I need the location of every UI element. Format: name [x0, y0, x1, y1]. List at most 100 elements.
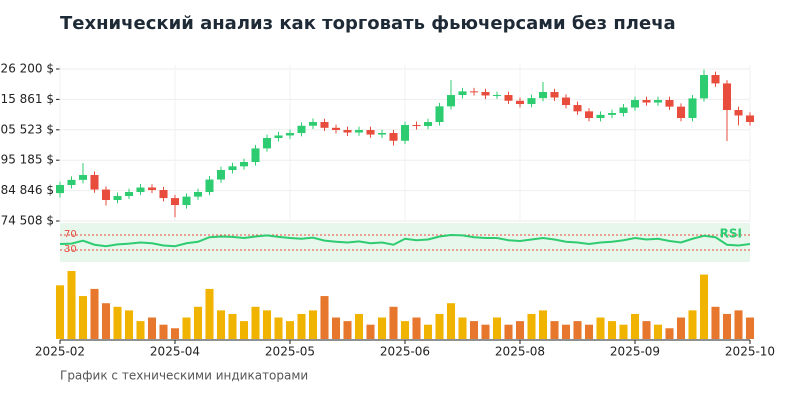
x-tick-label: 2025-10 [725, 345, 775, 359]
chart-title: Технический анализ как торговать фьючерс… [60, 13, 676, 34]
candle-body [67, 179, 76, 186]
candle-body [538, 92, 548, 99]
volume-bar [297, 313, 306, 339]
volume-bar [619, 324, 628, 339]
volume-bar [90, 288, 99, 339]
y-tick-label: 95 185 $ [1, 153, 54, 167]
candle-body [734, 110, 743, 116]
volume-bar [665, 328, 674, 339]
volume-bar [688, 310, 697, 339]
candle-body [251, 148, 260, 163]
volume-bar [228, 313, 237, 339]
x-tick-label: 2025-08 [495, 345, 545, 359]
candle-body [193, 192, 203, 197]
volume-bar [366, 324, 375, 339]
volume-bar [642, 321, 651, 339]
volume-bar [262, 310, 272, 339]
volume-bar [550, 321, 559, 339]
candle-body [285, 133, 295, 136]
candle-body [446, 95, 456, 107]
x-tick-label: 2025-05 [265, 345, 315, 359]
volume-bar [722, 313, 732, 339]
volume-bar [527, 313, 536, 339]
candle-body [124, 192, 134, 197]
candle-body [55, 185, 65, 194]
candle-body [699, 75, 709, 99]
x-tick-label: 2025-02 [35, 345, 85, 359]
volume-bar [67, 271, 76, 339]
candle-body [412, 125, 421, 127]
volume-bar [653, 324, 663, 339]
volume-bar [435, 313, 444, 339]
volume-bar [55, 285, 65, 339]
candle-body [274, 135, 283, 139]
volume-bar [331, 317, 341, 339]
candle-body [596, 114, 605, 119]
volume-bar [136, 321, 145, 339]
candle-body [320, 122, 329, 128]
volume-bar [699, 274, 709, 339]
volume-bar [734, 310, 743, 339]
rsi-level-label: 30 [64, 244, 77, 255]
volume-bar [354, 313, 364, 339]
volume-bar [561, 324, 571, 339]
candle-body [561, 97, 571, 106]
candle-body [331, 127, 341, 131]
volume-bar [320, 296, 329, 339]
candle-body [354, 130, 364, 133]
candle-body [676, 106, 686, 119]
candle-body [435, 106, 444, 123]
volume-bar [596, 317, 605, 339]
candle-body [377, 133, 387, 135]
volume-bar [308, 310, 318, 339]
candle-body [527, 98, 536, 105]
volume-bar [711, 306, 720, 339]
candle-body [515, 100, 525, 105]
volume-bar [101, 303, 111, 339]
candle-body [550, 92, 559, 98]
volume-bar [423, 324, 433, 339]
candle-body [481, 92, 490, 96]
volume-bar [113, 306, 122, 339]
candle-body [492, 95, 502, 97]
candle-body [136, 187, 145, 193]
volume-bar [182, 317, 191, 339]
candle-body [308, 122, 318, 126]
candle-body [297, 125, 306, 134]
candle-body [366, 130, 375, 135]
volume-bar [216, 310, 226, 339]
candle-body [619, 107, 628, 114]
volume-bar [124, 310, 134, 339]
volume-bar [78, 296, 88, 339]
candle-body [262, 138, 272, 149]
candle-body [147, 187, 157, 191]
volume-bar [630, 313, 640, 339]
candle-body [159, 190, 168, 199]
x-tick-label: 2025-06 [380, 345, 430, 359]
candle-body [469, 91, 479, 93]
volume-bar [458, 317, 467, 339]
candle-body [101, 189, 111, 200]
volume-bar [573, 321, 582, 339]
chart-caption: График с техническими индикаторами [60, 369, 308, 383]
candle-body [90, 175, 99, 190]
x-tick-label: 2025-09 [610, 345, 660, 359]
candle-body [78, 175, 88, 180]
candle-body [630, 100, 640, 108]
volume-bar [170, 328, 180, 339]
candle-body [653, 100, 663, 103]
candle-body [642, 100, 651, 103]
volume-bar [515, 321, 525, 339]
volume-bar [285, 321, 295, 339]
volume-bar [584, 324, 594, 339]
volume-bar [389, 306, 398, 339]
volume-bar [412, 317, 421, 339]
volume-bar [400, 321, 410, 339]
volume-bar [469, 321, 479, 339]
candle-body [400, 125, 410, 141]
candle-body [182, 196, 191, 205]
candle-body [573, 105, 582, 112]
volume-bar [343, 321, 352, 339]
candle-body [711, 75, 720, 84]
